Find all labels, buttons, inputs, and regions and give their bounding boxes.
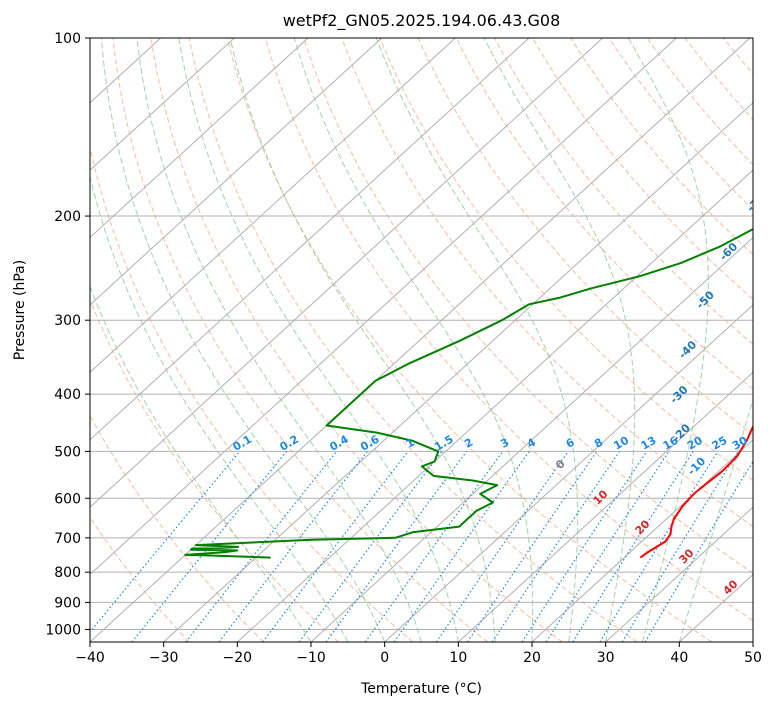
mixing-ratio-label: 0.6 — [358, 433, 382, 454]
y-tick-label: 200 — [54, 209, 81, 225]
moist-adiabat-line — [44, 38, 311, 642]
moist-adiabat-line — [101, 38, 384, 642]
x-axis-label: Temperature (°C) — [360, 681, 482, 697]
mixing-ratio-label: 13 — [639, 434, 659, 453]
mixing-ratio-line — [600, 451, 718, 642]
dry-adiabat-line — [571, 38, 775, 642]
x-tick-label: 50 — [744, 650, 762, 666]
mixing-ratio-label: 20 — [685, 434, 705, 453]
mixing-ratio-label: 6 — [564, 435, 577, 450]
dry-adiabat-line — [342, 38, 775, 642]
mixing-ratio-label: 2 — [462, 436, 475, 451]
dry-adiabat-line — [723, 38, 775, 642]
x-tick-label: 10 — [449, 650, 467, 666]
moist-adiabat-line — [294, 38, 532, 642]
mixing-ratio-label: 0.4 — [327, 433, 351, 454]
isotherm-line — [0, 38, 382, 642]
mixing-ratio-label: 1 — [404, 436, 417, 451]
y-tick-label: 300 — [54, 313, 81, 329]
mixing-ratio-line — [622, 451, 738, 642]
y-tick-label: 800 — [54, 565, 81, 581]
moist-adiabat-line — [484, 38, 634, 642]
y-tick-label: 600 — [54, 491, 81, 507]
dry-adiabat-line — [189, 38, 637, 642]
y-tick-label: 100 — [54, 31, 81, 47]
isotherm-line — [90, 38, 750, 642]
dry-adiabat-line — [418, 38, 775, 642]
mixing-ratio-line — [573, 451, 693, 642]
dry-adiabat-label: 0 — [553, 457, 568, 472]
mixing-ratio-label: 36 — [751, 434, 771, 453]
x-tick-label: −40 — [75, 650, 105, 666]
mixing-ratio-label: 10 — [611, 434, 631, 453]
mixing-ratio-label: 30 — [730, 434, 750, 453]
mixing-ratio-line — [365, 451, 503, 642]
y-tick-label: 1000 — [45, 622, 81, 638]
dry-adiabat-label: -50 — [694, 288, 717, 311]
isotherm-line — [458, 38, 775, 642]
dry-adiabat-line — [762, 38, 775, 642]
isotherm-line — [679, 38, 775, 642]
dry-adiabat-label: 40 — [721, 577, 741, 597]
mixing-ratio-label: 4 — [525, 435, 538, 450]
mixing-ratio-line — [186, 451, 337, 642]
x-tick-label: 40 — [670, 650, 688, 666]
mixing-ratio-label: 0.1 — [231, 433, 254, 454]
mixing-ratio-line — [326, 451, 467, 642]
dry-adiabat-label: -60 — [717, 240, 740, 263]
x-axis: −40 −30 −20 −10 0 10 20 30 40 50 — [75, 642, 762, 666]
dry-adiabat-label: -30 — [667, 383, 690, 406]
mixing-ratio-label: 8 — [592, 436, 605, 451]
chart-title: wetPf2_GN05.2025.194.06.43.G08 — [283, 11, 561, 31]
x-tick-label: −30 — [149, 650, 179, 666]
moist-adiabat-line — [679, 38, 775, 642]
mixing-ratio-line — [492, 451, 619, 642]
plot-area: 0.10.20.40.611.52346810131620253036-100-… — [0, 38, 775, 642]
moist-adiabat-line — [137, 38, 422, 642]
x-tick-label: −10 — [296, 650, 326, 666]
y-axis-label: Pressure (hPa) — [12, 260, 28, 360]
dry-adiabat-label: -70 — [744, 191, 767, 214]
isotherm-line — [0, 38, 529, 642]
isotherm-line — [753, 38, 775, 642]
dry-adiabat-line — [37, 38, 339, 642]
mixing-ratio-line — [132, 451, 287, 642]
isotherm-line — [385, 38, 775, 642]
x-tick-label: 0 — [380, 650, 389, 666]
y-tick-label: 500 — [54, 444, 81, 460]
x-tick-label: 30 — [597, 650, 615, 666]
y-axis: 100 200 300 400 500 600 700 800 900 1000 — [45, 31, 90, 638]
y-tick-label: 900 — [54, 595, 81, 611]
mixing-ratio-line — [219, 451, 367, 642]
mixing-ratio-label: 0.2 — [277, 433, 300, 454]
mixing-ratio-line — [299, 451, 442, 642]
isotherm-line — [0, 38, 308, 642]
dry-adiabat-label: 30 — [677, 546, 697, 566]
moist-adiabat-line — [230, 38, 495, 642]
x-tick-label: 20 — [523, 650, 541, 666]
y-tick-label: 700 — [54, 531, 81, 547]
moist-adiabat-line — [376, 38, 577, 642]
y-tick-label: 400 — [54, 387, 81, 403]
dry-adiabat-line — [647, 38, 775, 642]
mixing-ratio-line — [263, 451, 408, 642]
x-tick-label: −20 — [223, 650, 253, 666]
mixing-ratio-label: 3 — [498, 436, 511, 451]
